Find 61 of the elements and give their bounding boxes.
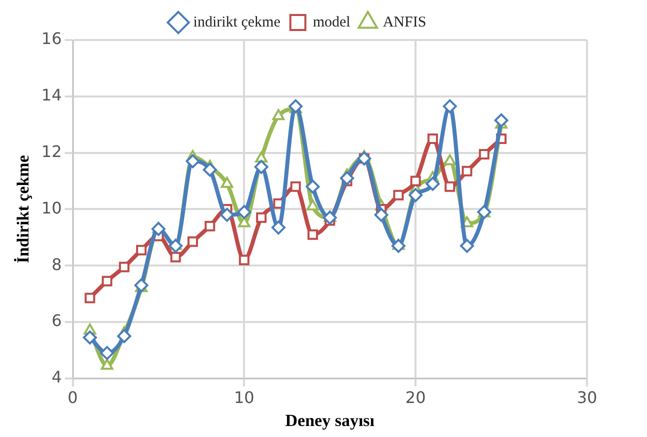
- point: [188, 236, 198, 247]
- point: [118, 262, 130, 272]
- point: [100, 346, 114, 360]
- point: [410, 176, 421, 186]
- y-tick-label: 6: [52, 311, 62, 330]
- point: [393, 190, 404, 200]
- legend-label: model: [312, 14, 350, 30]
- point: [391, 238, 406, 253]
- point: [462, 166, 472, 176]
- point: [444, 181, 456, 192]
- point: [408, 188, 423, 202]
- point: [256, 212, 267, 223]
- point: [306, 180, 320, 194]
- point: [117, 329, 132, 344]
- x-tick-label: 20: [405, 388, 426, 408]
- point: [186, 154, 200, 168]
- point: [168, 238, 183, 253]
- x-tick-label: 0: [68, 388, 78, 408]
- point: [202, 162, 217, 177]
- point: [84, 292, 96, 304]
- y-tick-label: 10: [41, 198, 62, 218]
- point: [237, 205, 252, 220]
- x-axis-title: Deney sayısı: [285, 411, 375, 430]
- point: [220, 208, 234, 222]
- point: [272, 109, 285, 120]
- point: [427, 133, 438, 144]
- y-tick-label: 14: [41, 86, 62, 105]
- y-tick-label: 12: [41, 142, 62, 161]
- point: [238, 216, 250, 228]
- x-tick-label: 30: [576, 388, 598, 408]
- point: [254, 160, 268, 174]
- point: [102, 276, 112, 286]
- y-tick-label: 4: [52, 368, 62, 387]
- point: [426, 176, 440, 191]
- point: [307, 229, 318, 240]
- point: [271, 220, 286, 235]
- point: [340, 171, 354, 186]
- point: [238, 254, 250, 266]
- point: [255, 151, 268, 162]
- point: [374, 208, 388, 222]
- y-axis-title: İndirikt çekme: [14, 154, 33, 264]
- legend-label: ANFIS: [382, 14, 426, 30]
- point: [220, 176, 234, 188]
- y-tick-label: 16: [41, 29, 62, 48]
- x-tick-label: 10: [234, 388, 254, 408]
- point: [151, 222, 166, 236]
- point: [100, 358, 114, 370]
- point: [444, 154, 456, 166]
- point: [306, 199, 319, 210]
- point: [478, 148, 490, 160]
- point: [494, 113, 508, 128]
- point: [204, 220, 216, 232]
- y-tick-label: 8: [52, 254, 62, 274]
- point: [136, 244, 147, 256]
- point: [460, 238, 474, 253]
- point: [290, 181, 301, 192]
- point: [82, 330, 97, 345]
- legend-label: indirikt çekme: [193, 14, 281, 30]
- point: [442, 99, 457, 114]
- point: [170, 252, 181, 262]
- point: [322, 210, 337, 225]
